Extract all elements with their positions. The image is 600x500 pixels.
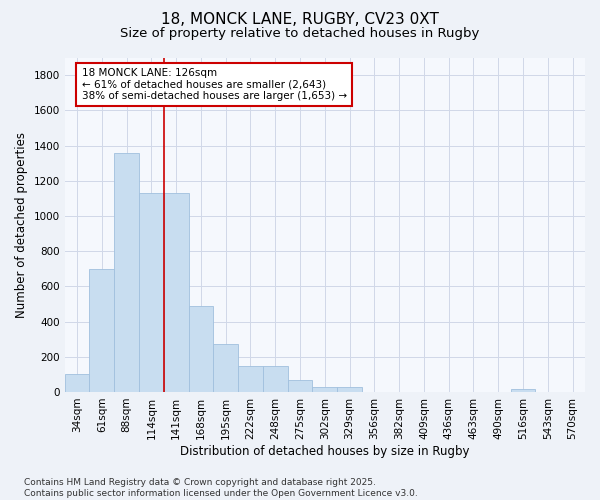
Bar: [89, 268, 114, 392]
Bar: [65, 374, 89, 392]
Bar: [263, 366, 287, 392]
Bar: [238, 366, 263, 392]
Y-axis label: Number of detached properties: Number of detached properties: [15, 132, 28, 318]
Bar: [114, 152, 139, 392]
Bar: [511, 390, 535, 392]
Bar: [188, 306, 214, 392]
Bar: [337, 386, 362, 392]
Text: 18, MONCK LANE, RUGBY, CV23 0XT: 18, MONCK LANE, RUGBY, CV23 0XT: [161, 12, 439, 28]
Text: 18 MONCK LANE: 126sqm
← 61% of detached houses are smaller (2,643)
38% of semi-d: 18 MONCK LANE: 126sqm ← 61% of detached …: [82, 68, 347, 102]
Bar: [313, 386, 337, 392]
Bar: [164, 193, 188, 392]
Bar: [287, 380, 313, 392]
Text: Contains HM Land Registry data © Crown copyright and database right 2025.
Contai: Contains HM Land Registry data © Crown c…: [24, 478, 418, 498]
Text: Size of property relative to detached houses in Rugby: Size of property relative to detached ho…: [121, 28, 479, 40]
Bar: [214, 344, 238, 392]
X-axis label: Distribution of detached houses by size in Rugby: Distribution of detached houses by size …: [180, 444, 470, 458]
Bar: [139, 193, 164, 392]
